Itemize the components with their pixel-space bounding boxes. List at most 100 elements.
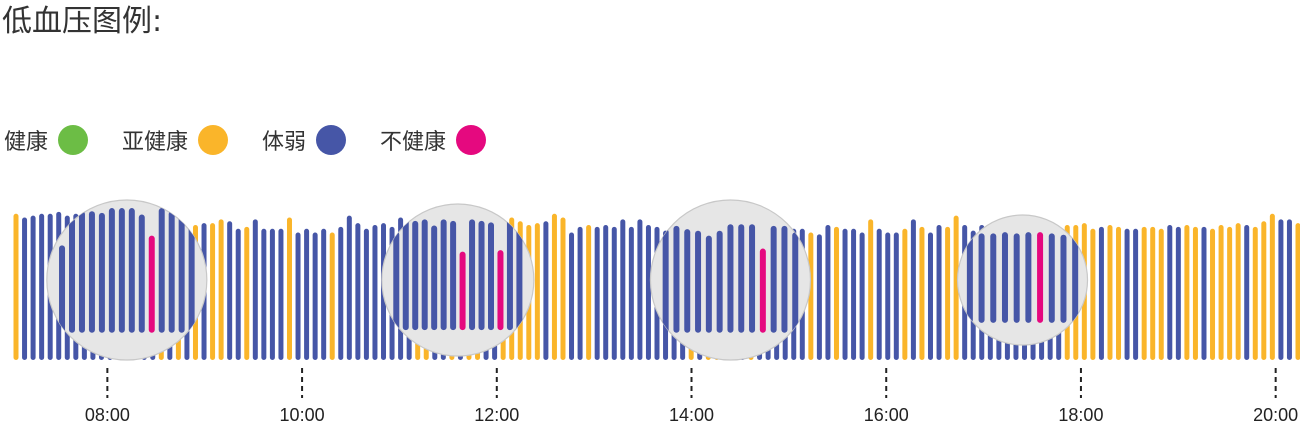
x-tick: 10:00 xyxy=(280,368,325,423)
lens-bar xyxy=(978,233,985,323)
lens-bar xyxy=(966,236,973,323)
legend-swatch-subhealthy xyxy=(198,125,229,155)
bar xyxy=(363,228,369,360)
bar xyxy=(235,228,241,360)
x-tick: 14:00 xyxy=(669,368,714,423)
bar xyxy=(346,215,352,361)
lens-bar xyxy=(1037,232,1044,323)
magnifier-lens xyxy=(649,199,812,361)
legend-swatch-unhealthy xyxy=(456,125,487,155)
bar xyxy=(1278,219,1284,361)
bar xyxy=(1210,228,1216,360)
page-title: 低血压图例: xyxy=(2,4,163,39)
bar xyxy=(902,228,908,360)
lens-bar xyxy=(459,251,466,331)
bar xyxy=(1141,226,1147,361)
lens-bar xyxy=(497,250,504,331)
x-tick: 12:00 xyxy=(474,368,519,423)
bar xyxy=(859,232,865,360)
lens-bar xyxy=(98,212,105,333)
bar xyxy=(1192,226,1198,361)
lens-bar xyxy=(431,225,438,331)
lens-bar xyxy=(1025,232,1032,323)
bar xyxy=(868,219,874,361)
x-tick: 20:00 xyxy=(1253,368,1298,423)
bar xyxy=(1167,225,1173,360)
bar xyxy=(586,225,592,360)
lens-bar xyxy=(478,220,485,331)
lens-bar xyxy=(59,245,66,333)
bar xyxy=(1201,226,1207,361)
lens-bars xyxy=(966,232,1079,323)
lens-bar xyxy=(138,214,145,333)
lens-bar xyxy=(1013,233,1020,323)
magnifier-lens xyxy=(46,199,208,361)
bar xyxy=(1107,225,1113,360)
legend-item-unhealthy: 不健康 xyxy=(380,124,487,156)
lens-bar xyxy=(990,233,997,323)
bar xyxy=(355,223,361,361)
lens-bar xyxy=(178,208,185,333)
bar xyxy=(1124,228,1130,360)
lens-background xyxy=(46,199,208,361)
bar xyxy=(252,219,258,361)
bar xyxy=(304,228,310,360)
lens-bars xyxy=(393,210,523,331)
bar xyxy=(825,225,831,360)
lens-bar xyxy=(69,217,75,333)
lens-bar xyxy=(781,225,788,333)
bar xyxy=(611,226,617,361)
lens-bar xyxy=(516,219,523,331)
bar xyxy=(910,219,916,361)
bar xyxy=(1090,228,1096,360)
tick-label: 14:00 xyxy=(669,405,714,423)
lens-bar xyxy=(188,212,195,333)
tick-label: 08:00 xyxy=(85,405,130,423)
bar xyxy=(569,232,575,360)
bar xyxy=(39,213,45,360)
bar xyxy=(244,226,250,361)
lens-bar xyxy=(705,235,712,333)
bar xyxy=(312,232,318,360)
bar xyxy=(1218,225,1224,360)
legend-item-healthy: 健康 xyxy=(4,124,89,156)
legend-swatch-weak xyxy=(316,125,347,155)
bar xyxy=(338,226,344,361)
lens-bar xyxy=(148,235,155,333)
bar xyxy=(842,228,848,360)
lens-bar xyxy=(488,222,494,331)
tick-label: 12:00 xyxy=(474,405,519,423)
legend-label-subhealthy: 亚健康 xyxy=(122,130,189,155)
lens-bar xyxy=(695,230,702,333)
bar xyxy=(945,226,951,361)
bar xyxy=(620,219,626,361)
bar xyxy=(30,215,36,361)
lens-bar xyxy=(684,229,691,333)
lens-bar xyxy=(412,220,419,331)
lens-bar xyxy=(168,211,175,333)
lens-bar xyxy=(759,248,766,333)
bar xyxy=(321,228,327,360)
bar xyxy=(953,215,959,361)
bar xyxy=(269,228,275,360)
lens-bar xyxy=(118,208,125,333)
bar xyxy=(876,228,882,360)
bar xyxy=(645,225,651,360)
lens-bar xyxy=(1072,236,1079,323)
lens-bar xyxy=(128,208,135,333)
lens-bar xyxy=(440,219,447,331)
lens-background xyxy=(956,214,1089,346)
magnifier-lenses xyxy=(46,199,1089,361)
bar xyxy=(261,228,267,360)
magnifier-lens xyxy=(956,214,1089,346)
x-axis: 08:00 10:00 12:00 14:00 16:00 18:00 20:00 xyxy=(85,368,1298,423)
bar xyxy=(286,217,292,360)
bar xyxy=(551,213,557,360)
legend-label-weak: 体弱 xyxy=(262,130,307,155)
bar xyxy=(1133,228,1139,360)
bar xyxy=(1227,226,1233,361)
lens-bars xyxy=(662,224,799,333)
bar xyxy=(329,232,335,360)
bar xyxy=(808,232,814,360)
bar xyxy=(543,221,549,360)
